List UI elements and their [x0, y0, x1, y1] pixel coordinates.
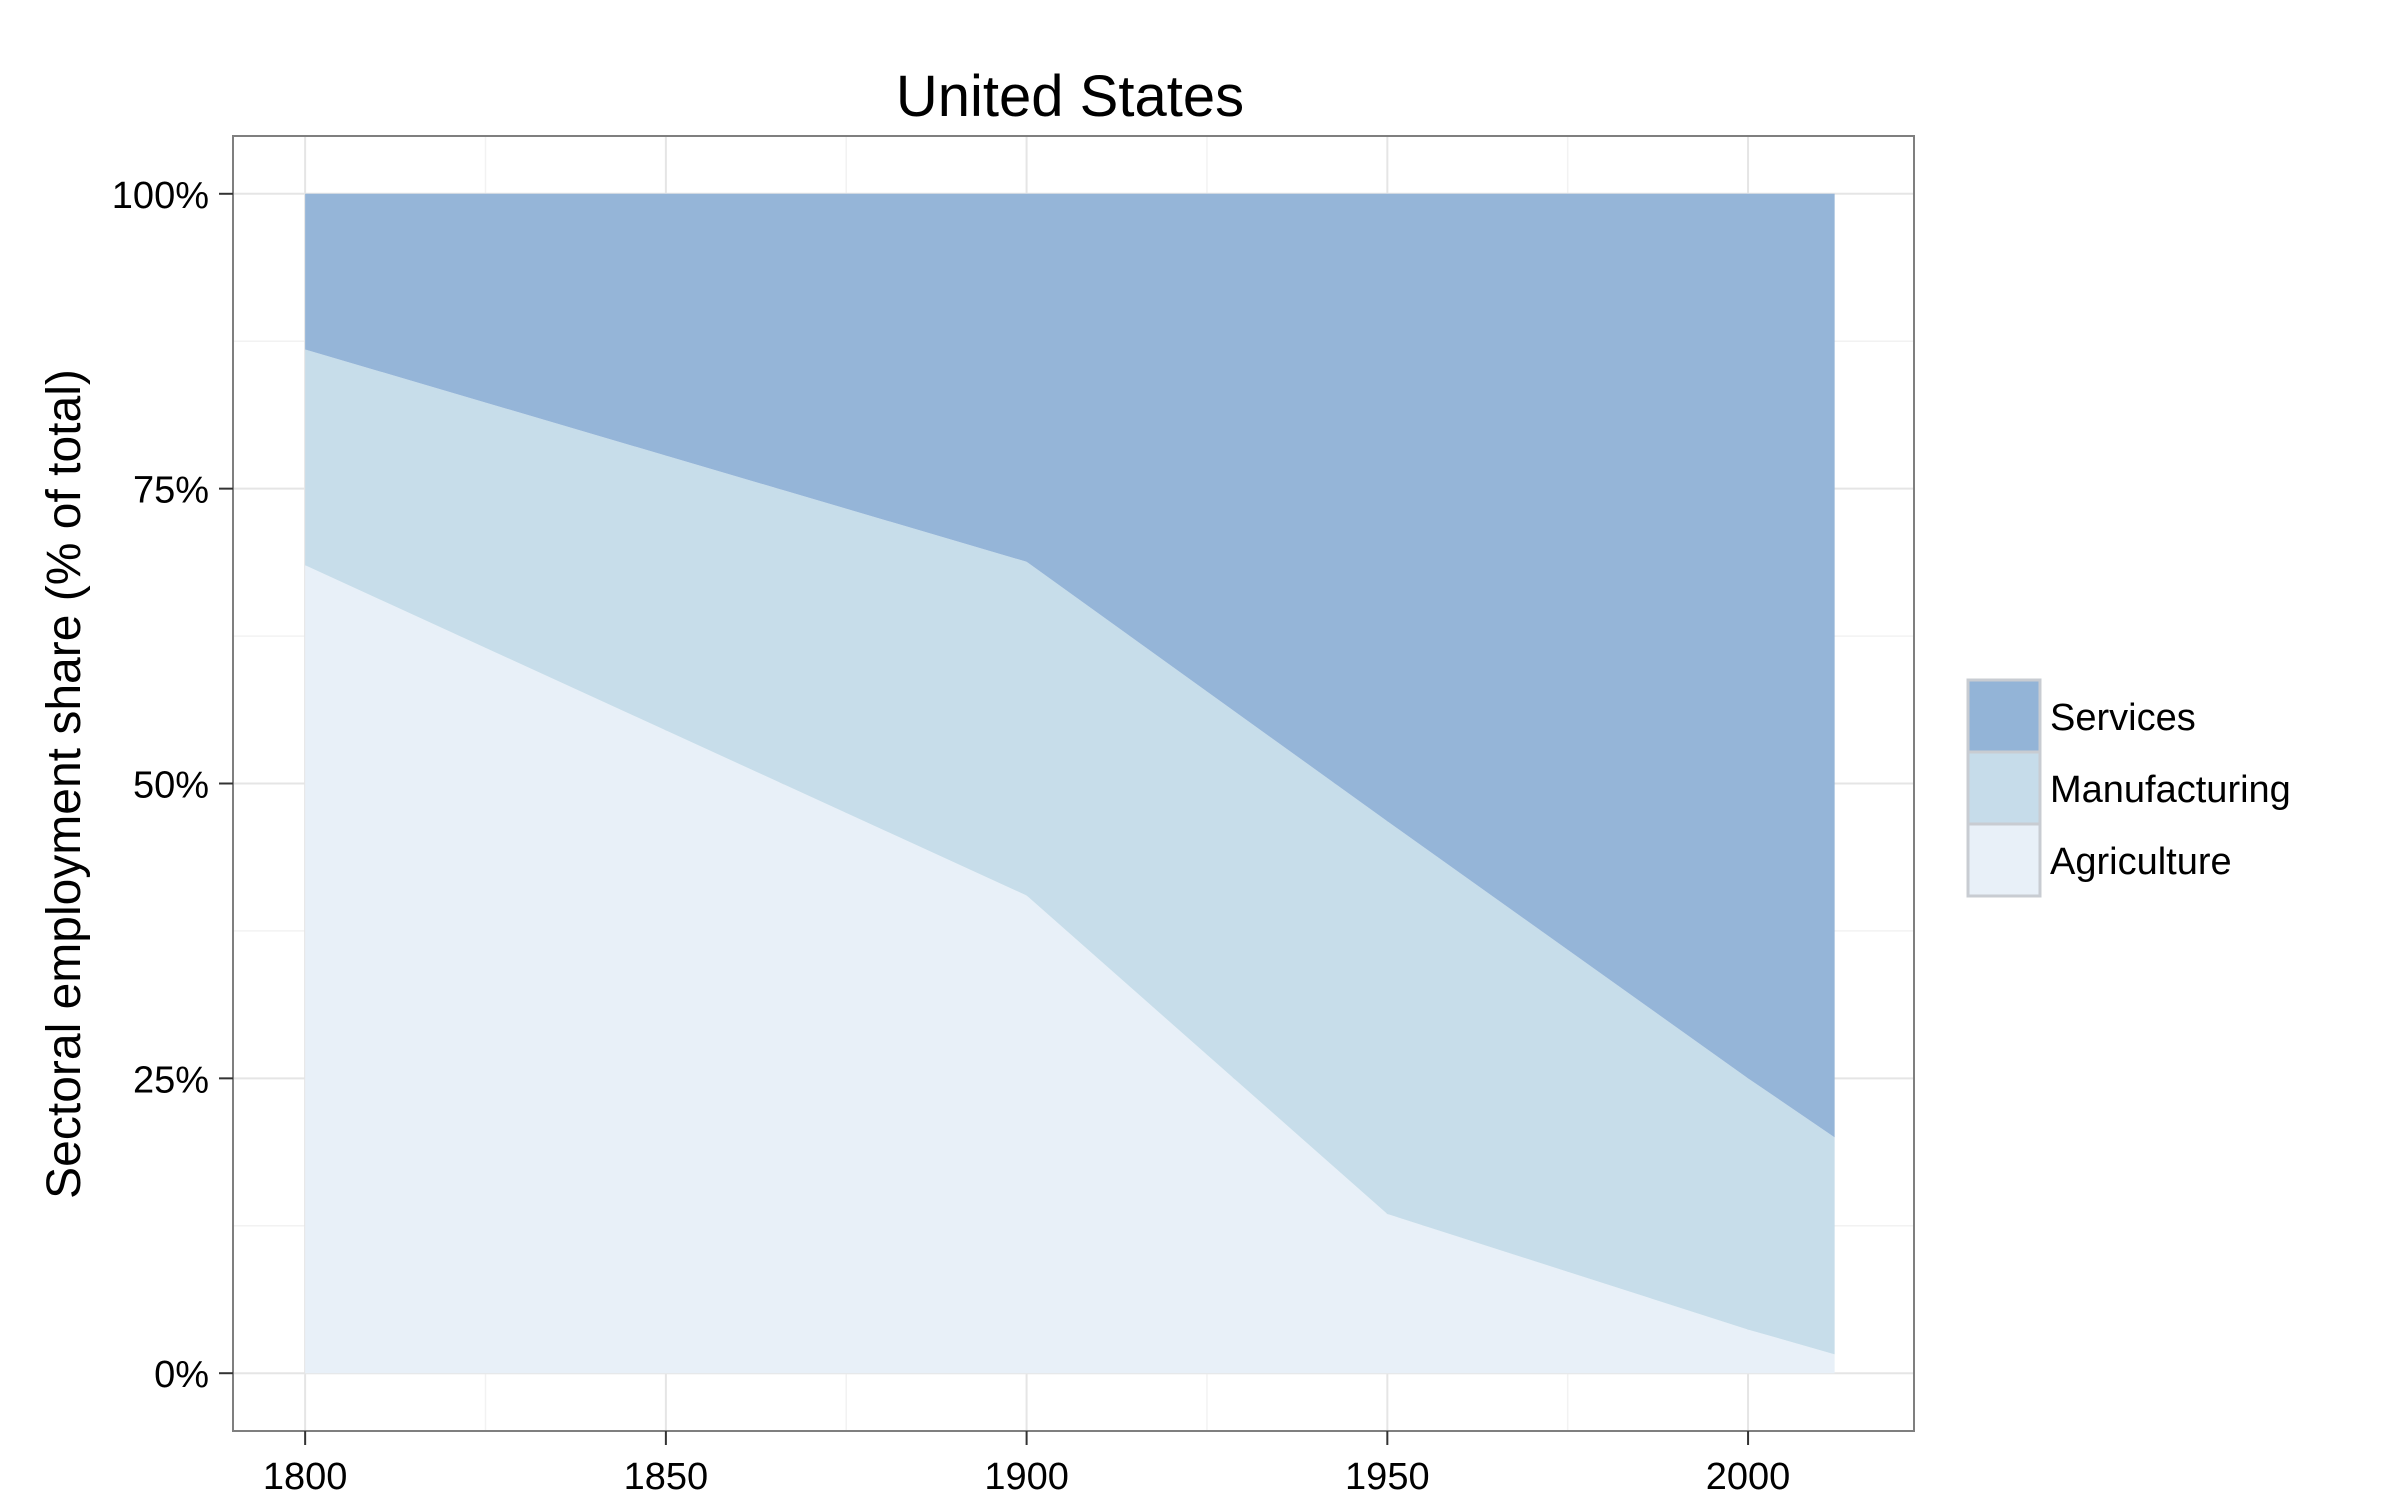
axes: 0% 25% 50% 75% 100% 1800 1850 1900 1950 2000 [112, 175, 1791, 1498]
legend-label-agriculture: Agriculture [2050, 841, 2232, 883]
area-services [305, 193, 1835, 1138]
x-tick-label: 1950 [1345, 1456, 1430, 1498]
legend: Services Manufacturing Agriculture [1966, 678, 2291, 898]
chart-title: United States [896, 64, 1244, 129]
y-axis-label: Sectoral employment share (% of total) [38, 369, 91, 1199]
y-tick-label: 25% [133, 1059, 209, 1101]
y-tick-label: 50% [133, 765, 209, 807]
legend-label-services: Services [2050, 697, 2196, 739]
legend-key-manufacturing [1966, 750, 2042, 826]
x-tick-label: 1900 [984, 1456, 1069, 1498]
legend-label-manufacturing: Manufacturing [2050, 769, 2291, 811]
area-series [305, 193, 1835, 1374]
legend-key-services [1966, 678, 2042, 754]
x-tick-label: 1850 [624, 1456, 709, 1498]
x-tick-label: 2000 [1706, 1456, 1791, 1498]
area-agriculture [305, 565, 1835, 1374]
y-tick-label: 100% [112, 175, 209, 217]
y-tick-label: 75% [133, 470, 209, 512]
plot-area: 0% 25% 50% 75% 100% 1800 1850 1900 1950 2000 [112, 135, 1915, 1498]
x-tick-label: 1800 [263, 1456, 348, 1498]
area-manufacturing [305, 349, 1835, 1355]
legend-key-agriculture [1966, 822, 2042, 898]
y-tick-label: 0% [154, 1354, 209, 1396]
